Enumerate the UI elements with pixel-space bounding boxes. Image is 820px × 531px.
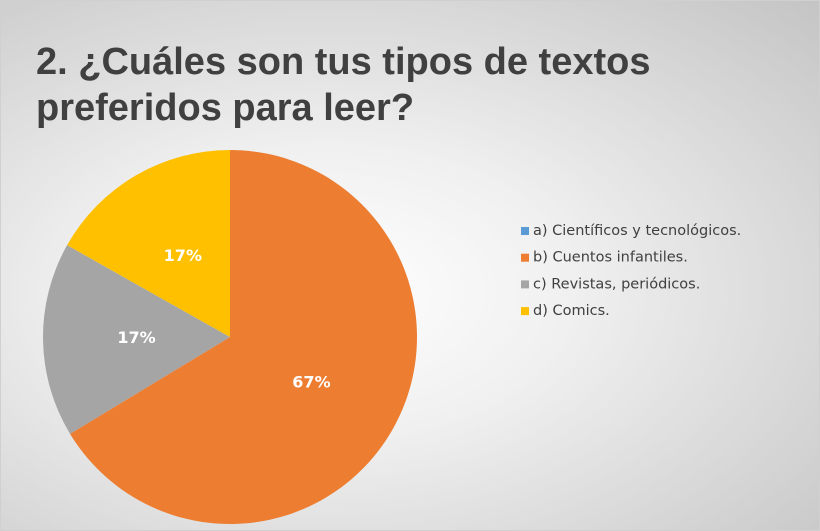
pie-slice (43, 245, 230, 434)
legend-label: d) Comics. (533, 303, 610, 319)
legend-swatch (521, 280, 529, 289)
data-label: 67% (292, 372, 330, 391)
legend-swatch (521, 253, 529, 262)
chart-title: 2. ¿Cuáles son tus tipos de textos prefe… (36, 41, 651, 129)
legend-swatch (521, 307, 529, 316)
data-label: 17% (164, 246, 202, 265)
pie-slice (67, 150, 231, 337)
data-label: 17% (117, 328, 155, 347)
legend-swatch (521, 227, 529, 235)
legend-label: a) Científicos y tecnológicos. (533, 223, 741, 239)
legend-label: b) Cuentos infantiles. (533, 250, 688, 266)
legend-label: c) Revistas, periódicos. (533, 276, 700, 292)
pie-slice (70, 150, 417, 524)
